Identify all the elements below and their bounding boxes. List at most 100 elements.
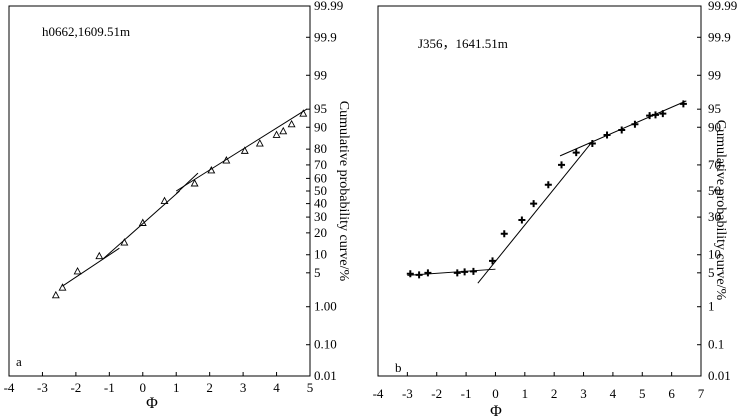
data-point — [240, 146, 249, 154]
y-tick-label: 0.01 — [708, 368, 731, 383]
x-tick-label: 6 — [668, 386, 675, 401]
data-point — [160, 196, 169, 204]
x-tick-label: -3 — [37, 380, 48, 395]
data-point — [299, 109, 308, 117]
x-tick-label: -1 — [104, 380, 115, 395]
data-point — [95, 251, 104, 260]
fit-line — [559, 100, 687, 157]
data-point — [489, 257, 497, 265]
x-tick-label: -2 — [70, 380, 81, 395]
panel-letter: a — [16, 354, 22, 369]
data-point — [120, 238, 129, 246]
data-point — [500, 230, 508, 238]
data-point — [530, 200, 538, 208]
x-axis: -4 -3 -2 -1 0 1 2 3 4 5 — [4, 372, 314, 395]
x-tick-label: 5 — [307, 380, 314, 395]
data-point — [415, 271, 423, 279]
data-point — [618, 126, 626, 134]
y-tick-label: 99.99 — [708, 0, 737, 13]
fit-line — [62, 247, 120, 287]
data-point — [207, 166, 216, 174]
x-tick-label: 0 — [140, 380, 147, 395]
data-point — [603, 131, 611, 139]
y-tick-label: 95 — [314, 101, 327, 116]
y-tick-label: 95 — [708, 101, 721, 116]
data-point — [73, 266, 82, 275]
y-tick-label: 1.00 — [314, 299, 337, 314]
x-tick-label: 1 — [173, 380, 180, 395]
y-tick-label: 90 — [708, 119, 721, 134]
data-point — [588, 140, 596, 148]
data-point — [518, 216, 526, 224]
data-point — [255, 139, 264, 147]
plot-frame — [8, 5, 311, 377]
data-point — [58, 283, 67, 291]
x-tick-label: 2 — [206, 380, 213, 395]
x-tick-label: -4 — [373, 386, 384, 401]
y-tick-label: 0.10 — [314, 337, 337, 352]
y-tick-label: 5 — [314, 265, 321, 280]
x-axis-label: Φ — [490, 403, 502, 420]
fit-lines — [407, 100, 687, 284]
fit-line — [477, 141, 593, 284]
y-tick-label: 50 — [314, 183, 327, 198]
y-tick-label: 99.99 — [314, 0, 343, 13]
y-tick-label: 1 — [708, 299, 715, 314]
x-tick-label: 0 — [492, 386, 499, 401]
panel-a: h0662,1609.51m a -4 -3 -2 -1 0 1 2 3 4 5 0.01 0.10… — [4, 0, 351, 412]
data-point — [469, 267, 477, 275]
y-axis-label: Cumulative probability curve/% — [336, 101, 351, 282]
x-tick-label: 3 — [240, 380, 247, 395]
y-tick-label: 0.1 — [708, 337, 724, 352]
x-tick-label: -1 — [461, 386, 472, 401]
x-axis-label: Φ — [146, 395, 158, 412]
data-point — [631, 120, 639, 128]
y-axis: 0.01 0.1 1 5 10 30 50 70 90 95 99 99.9 99.99 — [697, 0, 737, 383]
data-point — [424, 269, 432, 277]
x-tick-label: -4 — [4, 380, 15, 395]
x-tick-label: 4 — [273, 380, 280, 395]
data-point — [222, 156, 231, 164]
data-point — [572, 149, 580, 157]
y-tick-label: 0.01 — [314, 368, 337, 383]
x-tick-label: 1 — [522, 386, 529, 401]
y-tick-label: 70 — [314, 157, 327, 172]
data-point — [51, 290, 60, 299]
x-tick-label: 3 — [580, 386, 587, 401]
plot-frame — [377, 5, 702, 377]
data-points — [406, 100, 687, 279]
data-point — [558, 161, 566, 169]
x-tick-label: 2 — [551, 386, 558, 401]
fit-lines — [62, 108, 307, 287]
y-tick-label: 5 — [708, 265, 715, 280]
y-axis: 0.010.101.005102030405060708090959999.99… — [306, 0, 343, 383]
data-point — [272, 130, 281, 138]
data-point — [279, 126, 288, 135]
y-tick-label: 10 — [314, 247, 327, 262]
panel-letter: b — [395, 360, 402, 375]
data-point — [544, 181, 552, 189]
data-point — [651, 111, 659, 119]
data-point — [190, 179, 199, 187]
y-tick-label: 60 — [314, 170, 327, 185]
y-tick-label: 99.9 — [708, 29, 731, 44]
data-point — [461, 268, 469, 276]
y-axis-label: Cumulative probability curve/% — [713, 120, 728, 301]
data-point — [138, 218, 147, 226]
x-tick-label: 7 — [698, 386, 705, 401]
sample-label: J356，1641.51m — [418, 36, 508, 51]
data-point — [287, 119, 296, 128]
x-tick-label: 4 — [610, 386, 617, 401]
x-tick-label: 5 — [639, 386, 646, 401]
fit-line — [175, 108, 307, 192]
y-tick-label: 50 — [708, 183, 721, 198]
data-point — [646, 112, 654, 120]
fit-line — [175, 172, 199, 194]
sample-label: h0662,1609.51m — [42, 24, 130, 39]
data-point — [659, 110, 667, 118]
y-tick-label: 80 — [314, 141, 327, 156]
data-point — [679, 100, 687, 108]
y-tick-label: 99.9 — [314, 29, 337, 44]
y-tick-label: 10 — [708, 247, 721, 262]
